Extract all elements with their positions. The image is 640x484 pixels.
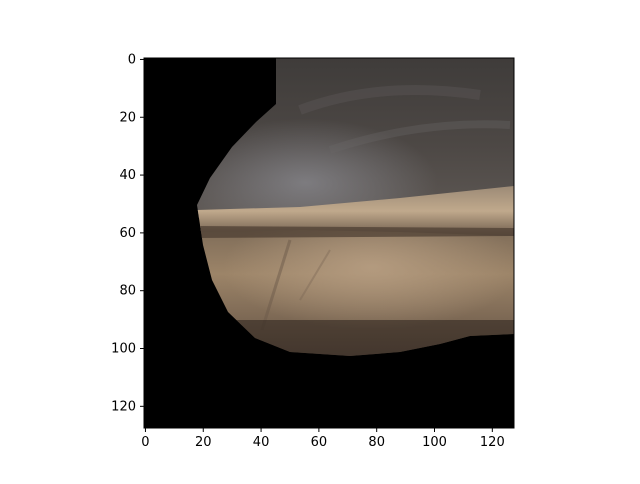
y-tick-label: 0 xyxy=(128,52,136,67)
x-tick-label: 40 xyxy=(253,435,270,450)
y-tick-label: 20 xyxy=(119,110,136,125)
x-tick-label: 0 xyxy=(141,435,149,450)
x-tick-label: 20 xyxy=(195,435,212,450)
floor-crease xyxy=(260,239,292,331)
y-tick-label: 80 xyxy=(119,284,136,299)
floor-crease xyxy=(299,249,331,301)
y-axis: 0 20 40 60 80 100 120 xyxy=(111,52,144,414)
x-tick-label: 100 xyxy=(422,435,447,450)
ceiling-streak xyxy=(298,85,481,115)
y-tick-label: 60 xyxy=(119,226,136,241)
y-tick-label: 120 xyxy=(111,399,136,414)
y-tick-label: 100 xyxy=(111,342,136,357)
x-axis: 0 20 40 60 80 100 120 xyxy=(141,428,505,450)
x-tick-label: 120 xyxy=(480,435,505,450)
image-content xyxy=(144,58,514,428)
ceiling-streak xyxy=(328,120,511,154)
axes-frame xyxy=(143,57,515,429)
x-tick-label: 80 xyxy=(368,435,385,450)
ledge xyxy=(197,186,514,236)
y-tick-label: 40 xyxy=(119,168,136,183)
x-tick-label: 60 xyxy=(311,435,328,450)
ledge-shadow xyxy=(197,226,514,238)
